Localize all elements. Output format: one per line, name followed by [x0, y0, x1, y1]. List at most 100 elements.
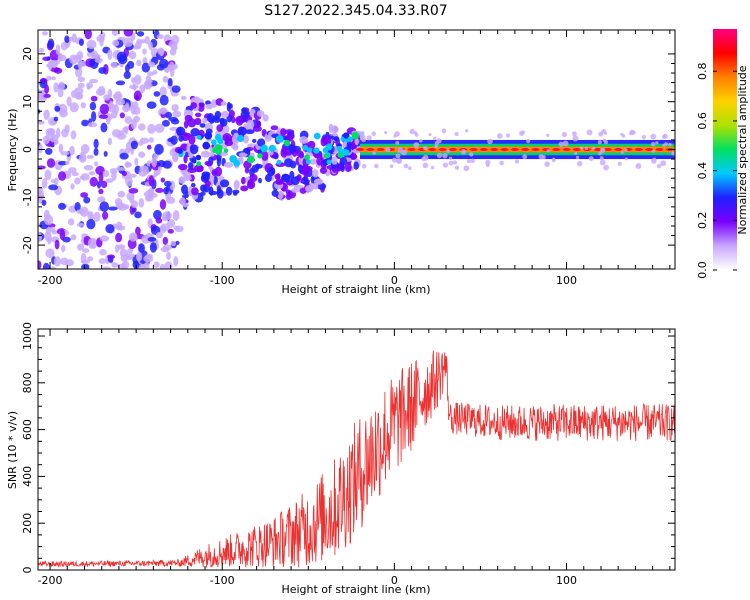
spectrogram-cell	[76, 209, 87, 215]
spectrogram-cell	[89, 101, 97, 111]
snr-x-tick-label: -100	[210, 574, 235, 587]
spectrogram-cell	[196, 134, 202, 140]
spectrogram-cell	[191, 187, 199, 196]
spectrogram-cell	[255, 163, 263, 169]
spectrogram-cell	[430, 165, 435, 170]
spectrogram-cell	[163, 186, 169, 195]
spectrogram-cell	[190, 128, 200, 137]
spectrogram-cell	[54, 239, 60, 250]
spectrogram-cell	[127, 247, 134, 254]
spectrogram-cell	[78, 154, 87, 163]
spectrogram-cell	[394, 131, 400, 137]
spectrogram-cell	[454, 131, 459, 137]
spectrogram-cell	[93, 138, 99, 149]
spectrogram-cell	[233, 179, 240, 190]
spectrogram-cell	[206, 162, 212, 167]
spectrogram-cell	[180, 95, 187, 101]
spectrogram-cell	[148, 41, 153, 51]
colorbar-tick-label: 0.8	[696, 62, 709, 80]
figure-title: S127.2022.345.04.33.R07	[264, 3, 447, 19]
spectrogram-cell	[146, 144, 152, 150]
spectrogram-cell	[99, 235, 110, 242]
spectrogram-cell	[209, 186, 214, 196]
spectrogram-cell	[499, 160, 504, 166]
spectrogram-cell	[147, 123, 156, 134]
spectrogram-cell	[153, 172, 158, 177]
spectrogram-cell	[281, 146, 287, 154]
colorbar-ticks: 0.0 0.2 0.4 0.6 0.8	[696, 62, 737, 279]
spectrogram-cell	[662, 133, 668, 139]
spectrogram-cell	[485, 159, 491, 166]
spectrogram-cell	[107, 254, 116, 259]
spectrogram-cell	[41, 178, 48, 189]
spectrogram-cell	[59, 109, 68, 118]
spectrogram-cell	[154, 123, 165, 134]
carrier-peak	[469, 148, 478, 151]
spectrogram-cell	[93, 211, 101, 222]
spectrogram-cell	[304, 185, 314, 193]
spectrogram-x-tick-label: -200	[38, 274, 63, 287]
carrier-peak	[407, 148, 416, 151]
spectrogram-cell	[46, 235, 52, 245]
spectrogram-cell	[138, 169, 148, 177]
spectrogram-cell	[343, 132, 350, 139]
spectrogram-cell	[99, 103, 109, 115]
spectrogram-cell	[189, 144, 199, 155]
spectrogram-cell	[244, 147, 250, 154]
snr-series-line	[37, 350, 676, 568]
spectrogram-cell	[671, 151, 675, 156]
carrier-peak	[634, 148, 643, 151]
spectrogram-cell	[172, 110, 182, 118]
spectrogram-cell	[255, 120, 262, 128]
spectrogram-cell	[57, 52, 63, 62]
spectrogram-cell	[597, 140, 602, 145]
spectrogram-cell	[163, 180, 172, 187]
spectrogram-cell	[302, 144, 309, 151]
spectrogram-cell	[175, 126, 186, 136]
spectrogram-cell	[78, 38, 84, 46]
spectrogram-cell	[350, 140, 356, 151]
spectrogram-cell	[58, 143, 64, 153]
spectrogram-cell	[148, 78, 153, 84]
spectrogram-cell	[460, 149, 467, 155]
spectrogram-cell	[497, 133, 503, 139]
carrier-peak	[593, 148, 602, 151]
spectrogram-cell	[53, 116, 59, 122]
spectrogram-cell	[246, 119, 255, 130]
spectrogram-cell	[47, 128, 56, 136]
spectrogram-cell	[38, 144, 43, 154]
spectrogram-y-tick-label: -20	[21, 236, 34, 254]
spectrogram-cell	[572, 135, 579, 142]
spectrogram-cell	[64, 35, 70, 44]
spectrogram-cell	[45, 248, 55, 258]
spectrogram-cell	[441, 128, 447, 134]
spectrogram-cell	[360, 131, 365, 135]
spectrogram-cell	[138, 243, 145, 253]
spectrogram-cell	[323, 135, 332, 146]
spectrogram-cell	[100, 180, 108, 189]
spectrogram-cell	[442, 162, 449, 168]
spectrogram-cell	[216, 188, 224, 199]
spectrogram-cell	[95, 165, 105, 175]
spectrogram-cell	[114, 244, 120, 253]
spectrogram-cell	[123, 125, 129, 135]
spectrogram-cell	[166, 251, 171, 261]
spectrogram-cell	[49, 60, 60, 66]
spectrogram-cell	[651, 141, 656, 147]
spectrogram-cell	[102, 170, 110, 178]
spectrogram-cell	[141, 62, 151, 73]
spectrogram-cell	[140, 39, 146, 44]
spectrogram-cell	[83, 164, 94, 171]
snr-x-label: Height of straight line (km)	[281, 583, 430, 596]
spectrogram-cell	[571, 131, 577, 137]
spectrogram-cell	[199, 123, 206, 128]
spectrogram-cell	[130, 200, 139, 209]
spectrogram-cell	[395, 153, 401, 159]
spectrogram-cell	[220, 110, 229, 118]
spectrogram-cell	[44, 147, 53, 155]
spectrogram-cell	[526, 139, 531, 144]
spectrogram-cell	[242, 135, 249, 144]
spectrogram-cell	[159, 86, 167, 98]
spectrogram-cell	[159, 199, 167, 210]
